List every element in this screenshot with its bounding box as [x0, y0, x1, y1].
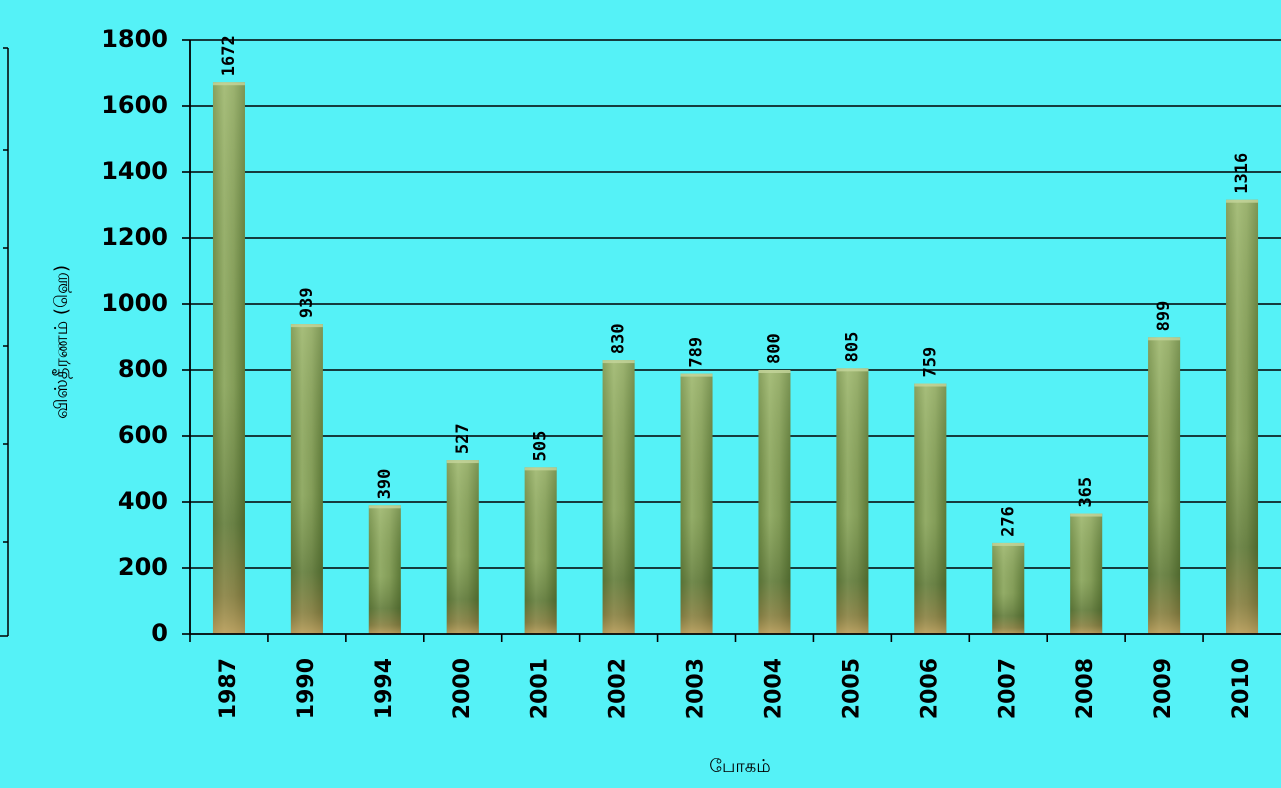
y-tick-label: 200 [118, 553, 168, 581]
x-axis-title: போகம் [709, 756, 771, 777]
x-tick-label: 2006 [917, 658, 942, 719]
data-label: 276 [998, 506, 1018, 537]
bar-shade [368, 505, 401, 634]
data-label: 1316 [1232, 153, 1252, 194]
bar-top-edge [290, 324, 323, 328]
y-tick-label: 1600 [101, 91, 168, 119]
y-tick-label: 400 [118, 487, 168, 515]
bar-shade [1070, 513, 1103, 634]
bar-shade [680, 373, 713, 634]
bars [212, 82, 1259, 635]
x-tick-label: 1990 [294, 658, 319, 719]
bar [992, 542, 1025, 634]
data-label: 805 [842, 332, 862, 363]
bar [212, 82, 245, 635]
bar-shade [290, 324, 323, 634]
x-tick-label: 2003 [684, 658, 709, 719]
bar [1070, 513, 1103, 634]
bar [680, 373, 713, 634]
data-label: 505 [531, 431, 551, 462]
bar [602, 360, 635, 634]
bar-shade [1226, 199, 1259, 634]
y-axis-title: விஸ்தீரணம் (ஹெ) [51, 265, 73, 419]
data-label: 800 [764, 333, 784, 364]
x-axis-tick-labels: 1987 1990 1994 2000 2001 2002 2003 2004 2005 2006… [216, 658, 1254, 719]
bar-top-edge [1226, 199, 1259, 203]
bar [1148, 337, 1181, 634]
bar-top-edge [680, 373, 713, 377]
bar [290, 324, 323, 634]
bar-shade [524, 467, 557, 634]
x-tick-label: 2008 [1073, 658, 1098, 719]
bar-shade [1148, 337, 1181, 634]
bar [1226, 199, 1259, 634]
data-label: 899 [1154, 301, 1174, 332]
data-label: 830 [609, 323, 629, 354]
bar-top-edge [368, 505, 401, 509]
bar [446, 460, 479, 634]
bar-shade [212, 82, 245, 635]
bar-top-edge [992, 542, 1025, 546]
data-label: 365 [1076, 477, 1096, 508]
bar-top-edge [524, 467, 557, 471]
y-tick-label: 1400 [101, 157, 168, 185]
y-tick-label: 1000 [101, 289, 168, 317]
bar [758, 370, 791, 634]
y-axis-tick-labels: 0 200 400 600 800 1000 1200 1400 1600 1800 [101, 25, 168, 647]
bar-top-edge [836, 368, 869, 372]
y-tick-label: 600 [118, 421, 168, 449]
bar-shade [758, 370, 791, 634]
x-tick-label: 2001 [528, 658, 553, 719]
data-label: 527 [453, 423, 473, 454]
y-tick-label: 1200 [101, 223, 168, 251]
bar-top-edge [446, 460, 479, 464]
bar-shade [446, 460, 479, 634]
bar-shade [992, 542, 1025, 634]
data-label: 390 [375, 469, 395, 500]
data-label: 1672 [219, 35, 239, 76]
bar [368, 505, 401, 634]
bar [914, 383, 947, 634]
bar [524, 467, 557, 634]
bar-top-edge [1148, 337, 1181, 341]
data-labels: 1672 939 390 527 505 830 789 800 805 759 276 365 899… [219, 35, 1252, 537]
x-tick-label: 2007 [995, 658, 1020, 719]
bar-top-edge [914, 383, 947, 387]
bar-shade [836, 368, 869, 634]
y-tick-label: 800 [118, 355, 168, 383]
x-tick-label: 2005 [839, 658, 864, 719]
x-tick-label: 2009 [1151, 658, 1176, 719]
data-label: 759 [920, 347, 940, 378]
bar-top-edge [1070, 513, 1103, 517]
bar-top-edge [602, 360, 635, 364]
x-tick-label: 2010 [1229, 658, 1254, 719]
gridlines [182, 39, 1281, 635]
bar-top-edge [758, 370, 791, 373]
x-tick-label: 2004 [761, 658, 786, 719]
y-tick-label: 0 [151, 619, 168, 647]
data-label: 789 [687, 337, 707, 368]
axes [189, 40, 1281, 642]
bar [836, 368, 869, 634]
bar-shade [914, 383, 947, 634]
bar-top-edge [212, 82, 245, 86]
x-tick-label: 1994 [372, 658, 397, 719]
data-label: 939 [297, 287, 317, 318]
left-frame [0, 47, 9, 637]
y-tick-label: 1800 [101, 25, 168, 53]
x-tick-label: 2000 [450, 658, 475, 719]
x-tick-label: 2002 [606, 658, 631, 719]
bar-shade [602, 360, 635, 634]
x-tick-label: 1987 [216, 658, 241, 719]
